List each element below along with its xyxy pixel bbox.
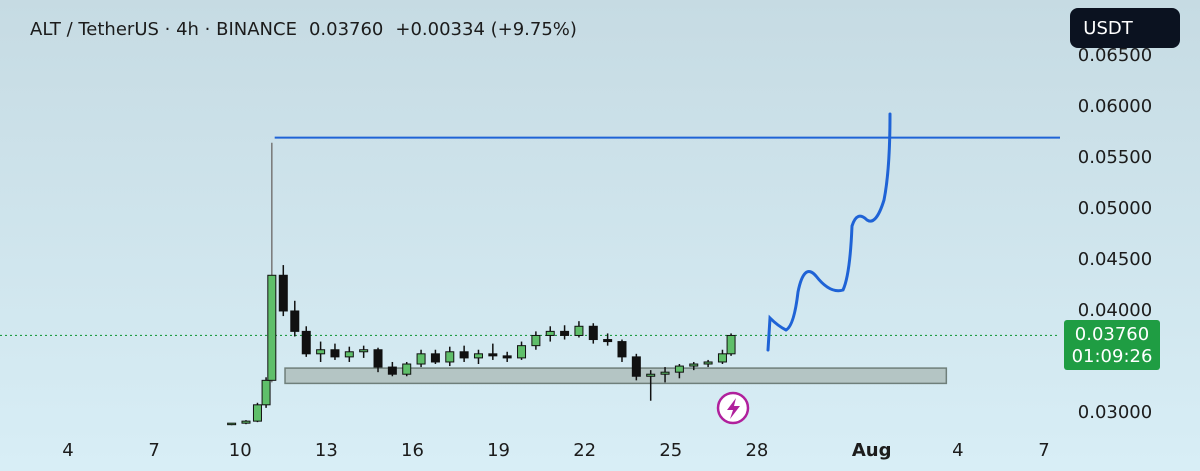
y-tick-label: 0.05000: [1078, 198, 1152, 219]
candle-body: [267, 274, 277, 381]
candle-body: [330, 349, 340, 358]
candle-body: [290, 310, 300, 332]
x-tick-label: Aug: [852, 440, 892, 461]
candle-body: [402, 363, 412, 375]
x-tick-label: 22: [573, 440, 596, 461]
candle-body: [631, 356, 641, 377]
x-tick-label: 19: [487, 440, 510, 461]
candle-body: [241, 420, 251, 424]
candle-body: [703, 361, 713, 365]
lightning-bolt: [727, 398, 740, 419]
y-tick-label: 0.04000: [1078, 300, 1152, 321]
candle-body: [726, 334, 736, 355]
candle-body: [588, 325, 598, 341]
candle-body: [445, 351, 455, 363]
y-tick-label: 0.03000: [1078, 402, 1152, 423]
x-tick-label: 28: [745, 440, 768, 461]
candle-body: [301, 330, 311, 355]
price-tag: [1064, 320, 1160, 370]
header-change: +0.00334 (+9.75%): [395, 19, 577, 40]
candle-body: [517, 345, 527, 359]
candle-body: [674, 365, 684, 373]
candle-body: [560, 330, 570, 336]
y-tick-label: 0.04500: [1078, 249, 1152, 270]
candle-body: [261, 379, 271, 406]
candle-body: [430, 353, 440, 363]
x-tick-label: 13: [315, 440, 338, 461]
candle-body: [646, 373, 656, 377]
x-tick-label: 10: [229, 440, 252, 461]
candle-body: [373, 349, 383, 368]
x-tick-label: 7: [148, 440, 159, 461]
candle-body: [660, 371, 670, 375]
candle-body: [617, 341, 627, 358]
projection-drawing: [766, 112, 892, 352]
candle-body: [344, 351, 354, 358]
x-tick-label: 4: [62, 440, 73, 461]
y-axis: 0.03000 0.04000 0.04500 0.05000 0.05500 0.060…: [1078, 45, 1152, 423]
candle-body: [416, 353, 426, 365]
candle-body: [603, 339, 613, 343]
candle-body: [359, 349, 369, 353]
candle-body: [278, 274, 288, 312]
candle-body: [502, 355, 512, 359]
candle-body: [545, 330, 555, 336]
plot-area: [0, 136, 1060, 426]
y-tick-label: 0.06000: [1078, 96, 1152, 117]
x-tick-label: 4: [952, 440, 963, 461]
x-axis: 4 7 10 13 16 19 22 25 28 Aug 4 7: [62, 440, 1049, 461]
price-tag-countdown: 01:09:26: [1072, 346, 1153, 367]
candle-body: [574, 325, 584, 336]
symbol-title: ALT / TetherUS · 4h · BINANCE: [30, 19, 297, 40]
candle-body: [473, 353, 483, 359]
candle-body: [252, 404, 262, 422]
candle-body: [459, 351, 469, 359]
x-tick-label: 7: [1038, 440, 1049, 461]
candle-body: [717, 353, 727, 363]
candle-body: [488, 353, 498, 357]
candle-body: [531, 334, 541, 347]
header-price: 0.03760: [309, 19, 383, 40]
candle-body: [316, 349, 326, 355]
candle-body: [387, 366, 397, 375]
candle-body: [689, 363, 699, 367]
y-tick-label: 0.05500: [1078, 147, 1152, 168]
currency-button[interactable]: [1070, 8, 1180, 48]
support-zone: [284, 367, 948, 385]
y-tick-label: 0.06500: [1078, 45, 1152, 66]
x-tick-label: 16: [401, 440, 424, 461]
x-tick-label: 25: [659, 440, 682, 461]
candle-body: [227, 422, 237, 426]
currency-button-label[interactable]: USDT: [1083, 18, 1133, 39]
price-tag-value: 0.03760: [1075, 324, 1149, 345]
header: ALT / TetherUS · 4h · BINANCE 0.03760 +0.0…: [30, 19, 577, 40]
